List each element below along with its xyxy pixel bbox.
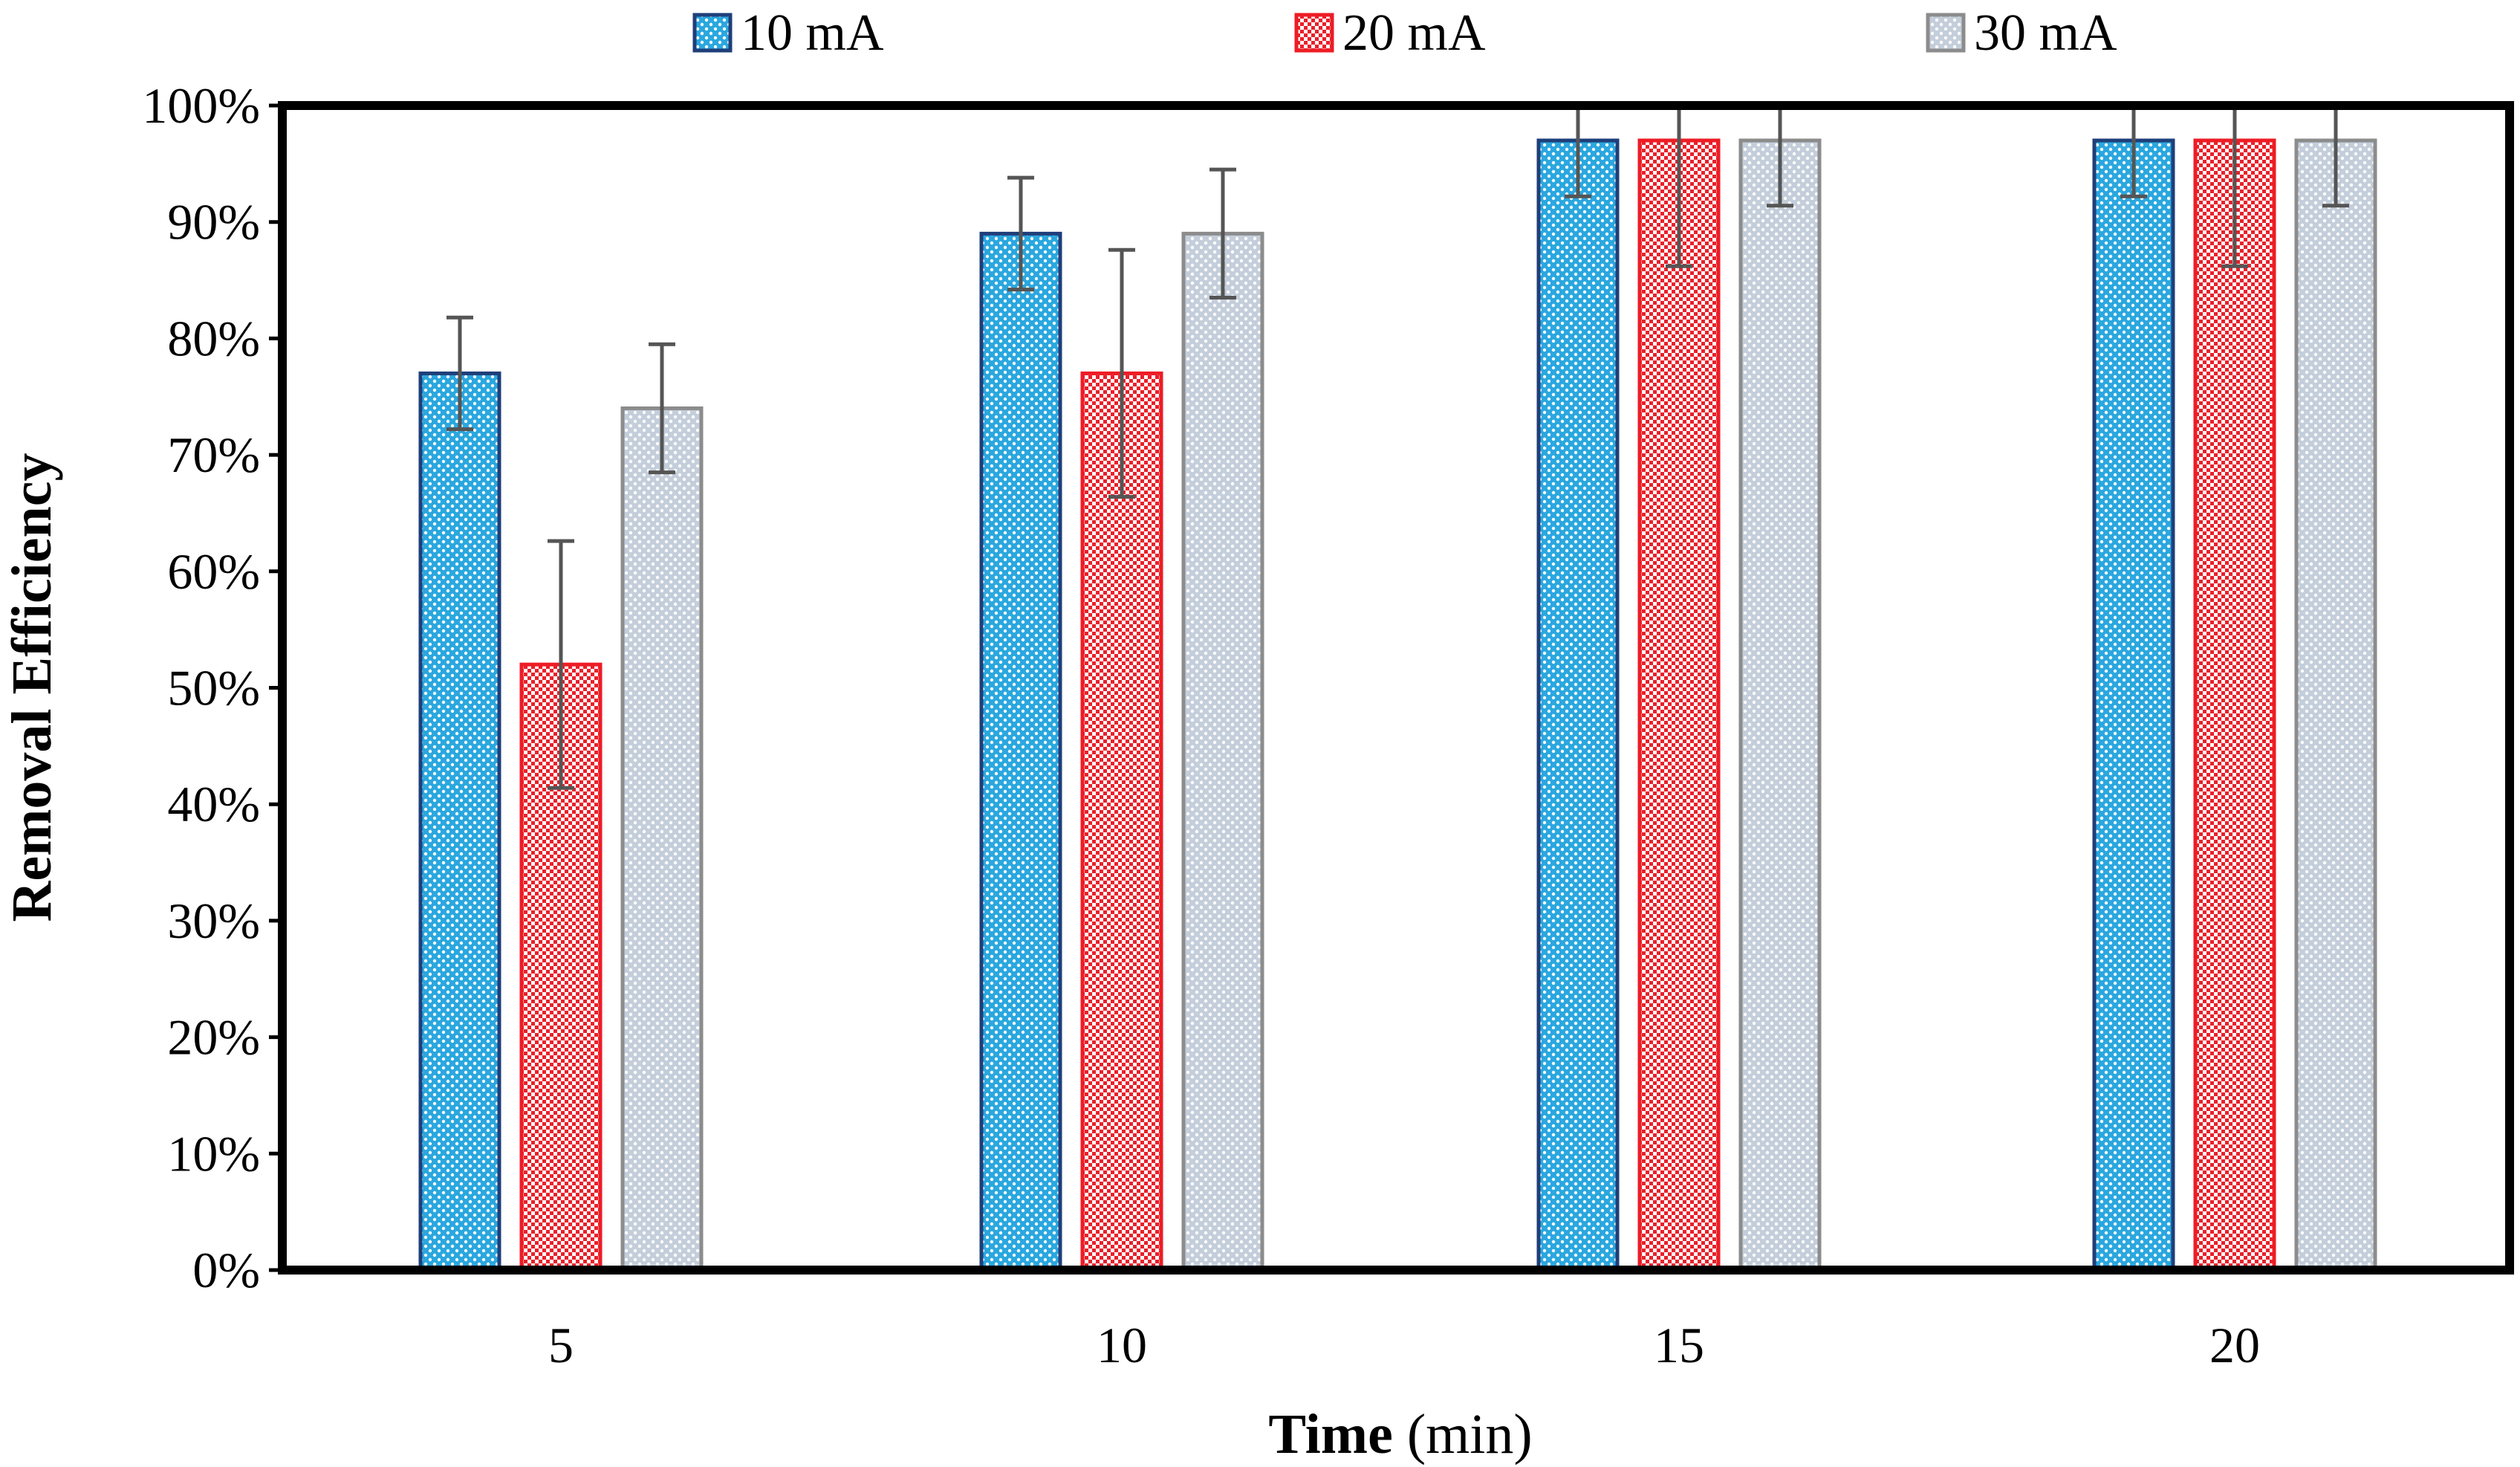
y-tick-label: 40% [167, 776, 260, 832]
y-tick-label: 80% [167, 310, 260, 366]
y-tick-label: 90% [167, 194, 260, 250]
y-tick-label: 20% [167, 1009, 260, 1066]
bars [418, 138, 2377, 1272]
y-axis-title: Removal Efficiency [1, 453, 63, 922]
legend-label: 30 mA [1974, 4, 2117, 62]
y-tick-label: 50% [167, 660, 260, 716]
x-axis-title-unit: (min) [1393, 1403, 1533, 1466]
y-tick-label: 60% [167, 543, 260, 600]
x-tick-label: 5 [548, 1317, 574, 1373]
x-axis-title-main: Time [1268, 1403, 1392, 1466]
y-tick-label: 30% [167, 893, 260, 949]
bar [2092, 138, 2175, 1272]
legend-swatch [692, 13, 733, 53]
bar [2294, 138, 2377, 1272]
legend: 10 mA 20 mA 30 mA [692, 4, 2117, 62]
x-tick-label: 10 [1097, 1317, 1147, 1373]
y-axis-ticks: 0% 10% 20% 30% 40% 50% 60% 70% 80% 90% 100% [142, 77, 282, 1298]
y-tick-label: 0% [192, 1242, 260, 1298]
bar [1637, 138, 1721, 1272]
bar [1536, 138, 1620, 1272]
bar [1080, 371, 1163, 1272]
bar [979, 231, 1062, 1272]
legend-swatch [1294, 13, 1334, 53]
legend-swatch [1926, 13, 1966, 53]
bar [1738, 138, 1822, 1272]
bar [1181, 231, 1264, 1272]
bar [620, 406, 704, 1272]
x-axis-ticks: 5 10 15 20 [548, 1317, 2260, 1373]
x-tick-label: 15 [1654, 1317, 1704, 1373]
y-tick-label: 100% [142, 77, 260, 134]
y-tick-label: 70% [167, 427, 260, 483]
x-axis-title: Time (min) [1268, 1403, 1532, 1466]
x-tick-label: 20 [2209, 1317, 2260, 1373]
bar [418, 371, 501, 1272]
plot-area-frame [278, 101, 2514, 1275]
y-tick-label: 10% [167, 1125, 260, 1182]
legend-label: 10 mA [741, 4, 884, 62]
error-bars [446, 106, 2349, 790]
legend-label: 20 mA [1342, 4, 1486, 62]
bar [2193, 138, 2276, 1272]
